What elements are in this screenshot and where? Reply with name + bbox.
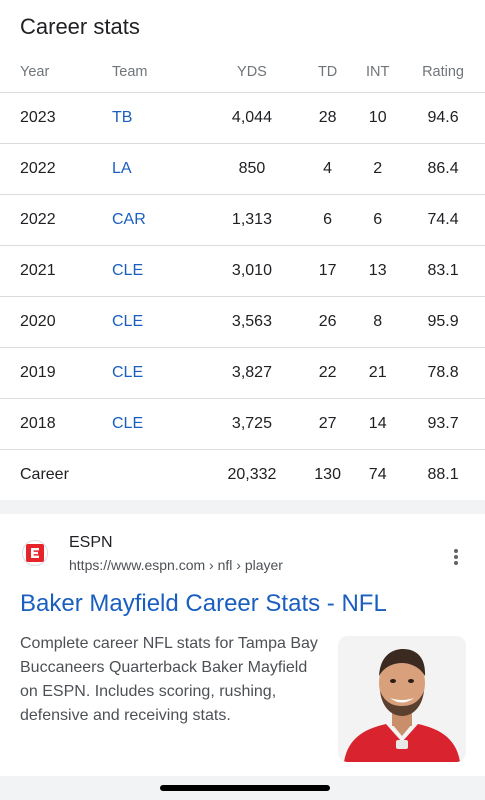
header-year: Year: [20, 64, 50, 80]
yds-cell: 3,827: [202, 347, 301, 399]
table-header-row: Year Team YDS TD INT Rating: [0, 52, 485, 93]
int-cell: 8: [354, 296, 402, 348]
table-row: 2019 CLE 3,827 22 21 78.8: [0, 347, 485, 399]
int-cell: 13: [354, 245, 402, 297]
year-cell: 2023: [0, 92, 92, 144]
team-link[interactable]: CLE: [112, 364, 144, 381]
search-result-card[interactable]: ESPN https://www.espn.com › nfl › player…: [0, 514, 485, 776]
rating-cell: 86.4: [401, 143, 485, 195]
year-cell: 2021: [0, 245, 92, 297]
header-yds: YDS: [237, 64, 267, 80]
team-link[interactable]: LA: [112, 160, 132, 177]
table-row: 2022 CAR 1,313 6 6 74.4: [0, 194, 485, 246]
year-cell: 2020: [0, 296, 92, 348]
team-link[interactable]: CLE: [112, 313, 144, 330]
td-cell: 27: [300, 398, 355, 450]
rating-cell: 95.9: [401, 296, 485, 348]
team-link[interactable]: CLE: [112, 415, 144, 432]
table-row: 2022 LA 850 4 2 86.4: [0, 143, 485, 195]
table-row: 2023 TB 4,044 28 10 94.6: [0, 92, 485, 144]
career-stats-table: Year Team YDS TD INT Rating 2023 TB 4,04…: [0, 52, 485, 500]
career-int: 74: [354, 449, 402, 500]
career-yds: 20,332: [202, 449, 301, 500]
int-cell: 10: [354, 92, 402, 144]
career-label: Career: [0, 449, 92, 500]
team-link[interactable]: CAR: [112, 211, 146, 228]
table-row: 2020 CLE 3,563 26 8 95.9: [0, 296, 485, 348]
td-cell: 28: [300, 92, 355, 144]
int-cell: 2: [354, 143, 402, 195]
result-title-link[interactable]: Baker Mayfield Career Stats - NFL: [20, 590, 387, 617]
year-cell: 2018: [0, 398, 92, 450]
header-team: Team: [112, 64, 148, 80]
yds-cell: 4,044: [202, 92, 301, 144]
yds-cell: 850: [202, 143, 301, 195]
result-snippet: Complete career NFL stats for Tampa Bay …: [20, 635, 318, 724]
year-cell: 2019: [0, 347, 92, 399]
home-indicator[interactable]: [160, 785, 330, 791]
player-photo[interactable]: [338, 636, 466, 762]
site-name: ESPN: [69, 534, 113, 551]
rating-cell: 94.6: [401, 92, 485, 144]
td-cell: 17: [300, 245, 355, 297]
td-cell: 26: [300, 296, 355, 348]
header-int: INT: [366, 64, 390, 80]
table-row: 2018 CLE 3,725 27 14 93.7: [0, 398, 485, 450]
site-url: https://www.espn.com › nfl › player: [69, 557, 283, 573]
year-cell: 2022: [0, 194, 92, 246]
yds-cell: 3,010: [202, 245, 301, 297]
yds-cell: 3,725: [202, 398, 301, 450]
career-td: 130: [300, 449, 355, 500]
career-stats-title: Career stats: [20, 14, 140, 39]
td-cell: 22: [300, 347, 355, 399]
career-rating: 88.1: [401, 449, 485, 500]
int-cell: 6: [354, 194, 402, 246]
rating-cell: 74.4: [401, 194, 485, 246]
team-link[interactable]: CLE: [112, 262, 144, 279]
career-total-row: Career 20,332 130 74 88.1: [0, 449, 485, 500]
td-cell: 4: [300, 143, 355, 195]
int-cell: 14: [354, 398, 402, 450]
table-row: 2021 CLE 3,010 17 13 83.1: [0, 245, 485, 297]
section-divider: [0, 500, 485, 514]
header-td: TD: [317, 64, 338, 80]
rating-cell: 83.1: [401, 245, 485, 297]
yds-cell: 1,313: [202, 194, 301, 246]
int-cell: 21: [354, 347, 402, 399]
espn-logo-icon: [22, 540, 48, 566]
rating-cell: 93.7: [401, 398, 485, 450]
header-rating: Rating: [422, 64, 464, 80]
yds-cell: 3,563: [202, 296, 301, 348]
rating-cell: 78.8: [401, 347, 485, 399]
career-stats-card: Career stats Year Team YDS TD INT Rating…: [0, 14, 485, 500]
more-vert-icon[interactable]: [448, 547, 464, 567]
career-team-cell: [92, 449, 203, 500]
year-cell: 2022: [0, 143, 92, 195]
team-link[interactable]: TB: [112, 109, 133, 126]
td-cell: 6: [300, 194, 355, 246]
